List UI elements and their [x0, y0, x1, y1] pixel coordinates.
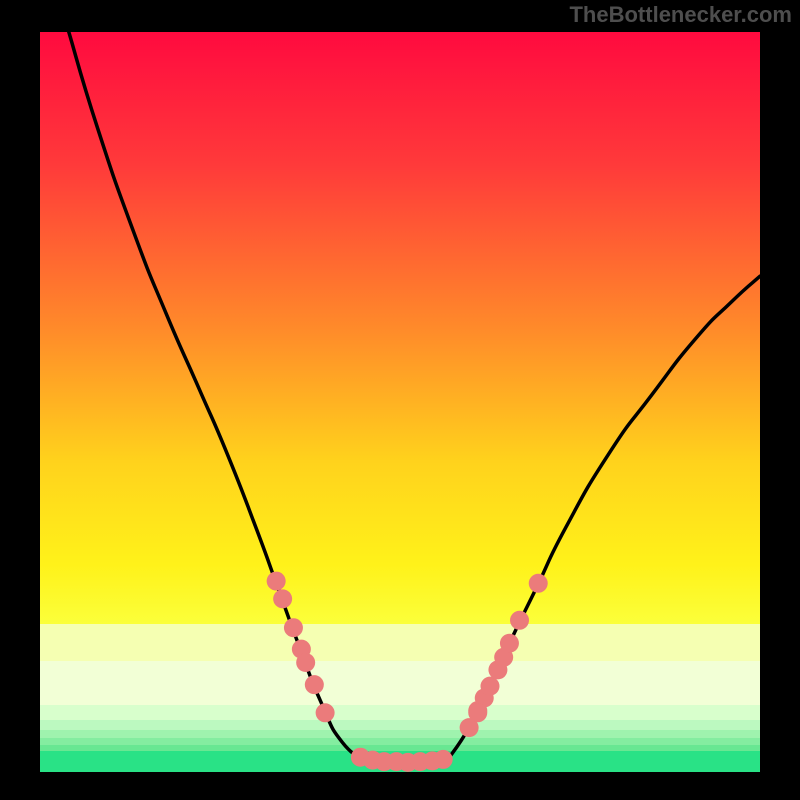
- scatter-point: [316, 703, 335, 722]
- plot-area: [40, 32, 760, 772]
- bottleneck-curve: [69, 32, 760, 761]
- scatter-point: [481, 677, 500, 696]
- scatter-point: [284, 618, 303, 637]
- scatter-point: [434, 750, 453, 769]
- watermark-text: TheBottlenecker.com: [569, 2, 792, 28]
- scatter-point: [510, 611, 529, 630]
- scatter-point: [267, 572, 286, 591]
- scatter-point: [273, 589, 292, 608]
- scatter-point: [305, 675, 324, 694]
- scatter-point: [296, 653, 315, 672]
- curve-layer: [40, 32, 760, 772]
- scatter-point: [500, 634, 519, 653]
- scatter-point: [468, 703, 487, 722]
- scatter-point: [529, 574, 548, 593]
